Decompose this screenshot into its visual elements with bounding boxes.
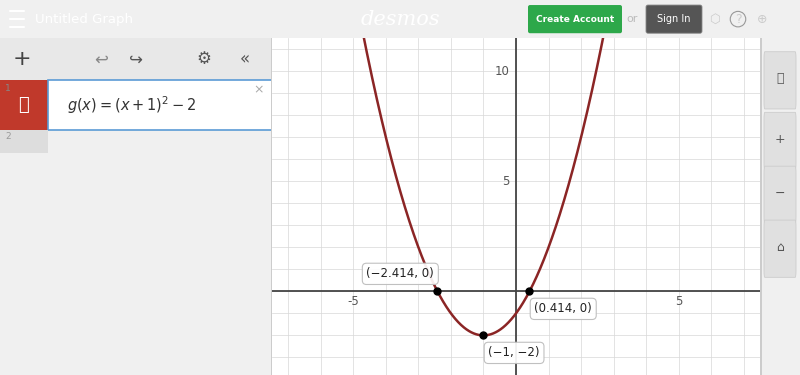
Text: desmos: desmos <box>360 10 440 28</box>
Text: +: + <box>774 133 786 146</box>
Bar <box>0 38 272 80</box>
Text: ↩: ↩ <box>94 50 107 68</box>
Bar <box>0 80 48 130</box>
Text: 10: 10 <box>494 65 510 78</box>
Text: $g(x) = (x + 1)^2 - 2$: $g(x) = (x + 1)^2 - 2$ <box>66 94 196 116</box>
Text: 1: 1 <box>6 84 11 93</box>
Text: ?: ? <box>734 13 742 26</box>
Text: 𝓝: 𝓝 <box>18 96 29 114</box>
Text: −: − <box>774 187 786 200</box>
Text: Untitled Graph: Untitled Graph <box>35 13 133 26</box>
Text: ⊕: ⊕ <box>757 13 767 26</box>
Text: Sign In: Sign In <box>658 14 690 24</box>
Bar <box>270 38 272 375</box>
Text: ⬡: ⬡ <box>710 13 721 26</box>
Text: -5: -5 <box>347 295 359 308</box>
Bar <box>0 80 272 82</box>
FancyBboxPatch shape <box>764 112 796 170</box>
Text: Create Account: Create Account <box>536 15 614 24</box>
Text: or: or <box>626 14 638 24</box>
Bar <box>48 80 272 130</box>
FancyBboxPatch shape <box>528 5 622 33</box>
Text: (0.414, 0): (0.414, 0) <box>534 302 592 315</box>
Text: ×: × <box>254 84 264 97</box>
FancyBboxPatch shape <box>646 5 702 33</box>
Text: ↪: ↪ <box>129 50 143 68</box>
Text: (−1, −2): (−1, −2) <box>488 346 540 359</box>
FancyBboxPatch shape <box>764 220 796 278</box>
Text: 5: 5 <box>502 175 510 188</box>
Bar <box>0 130 48 153</box>
Text: 5: 5 <box>675 295 682 308</box>
Text: (−2.414, 0): (−2.414, 0) <box>366 267 434 280</box>
FancyBboxPatch shape <box>764 52 796 109</box>
Text: ⌂: ⌂ <box>776 240 784 254</box>
FancyBboxPatch shape <box>764 166 796 224</box>
Text: +: + <box>13 49 31 69</box>
Text: 2: 2 <box>6 132 11 141</box>
Bar <box>760 38 762 375</box>
Text: ⚙: ⚙ <box>197 50 211 68</box>
Text: 🔧: 🔧 <box>776 72 784 85</box>
Text: «: « <box>240 50 250 68</box>
